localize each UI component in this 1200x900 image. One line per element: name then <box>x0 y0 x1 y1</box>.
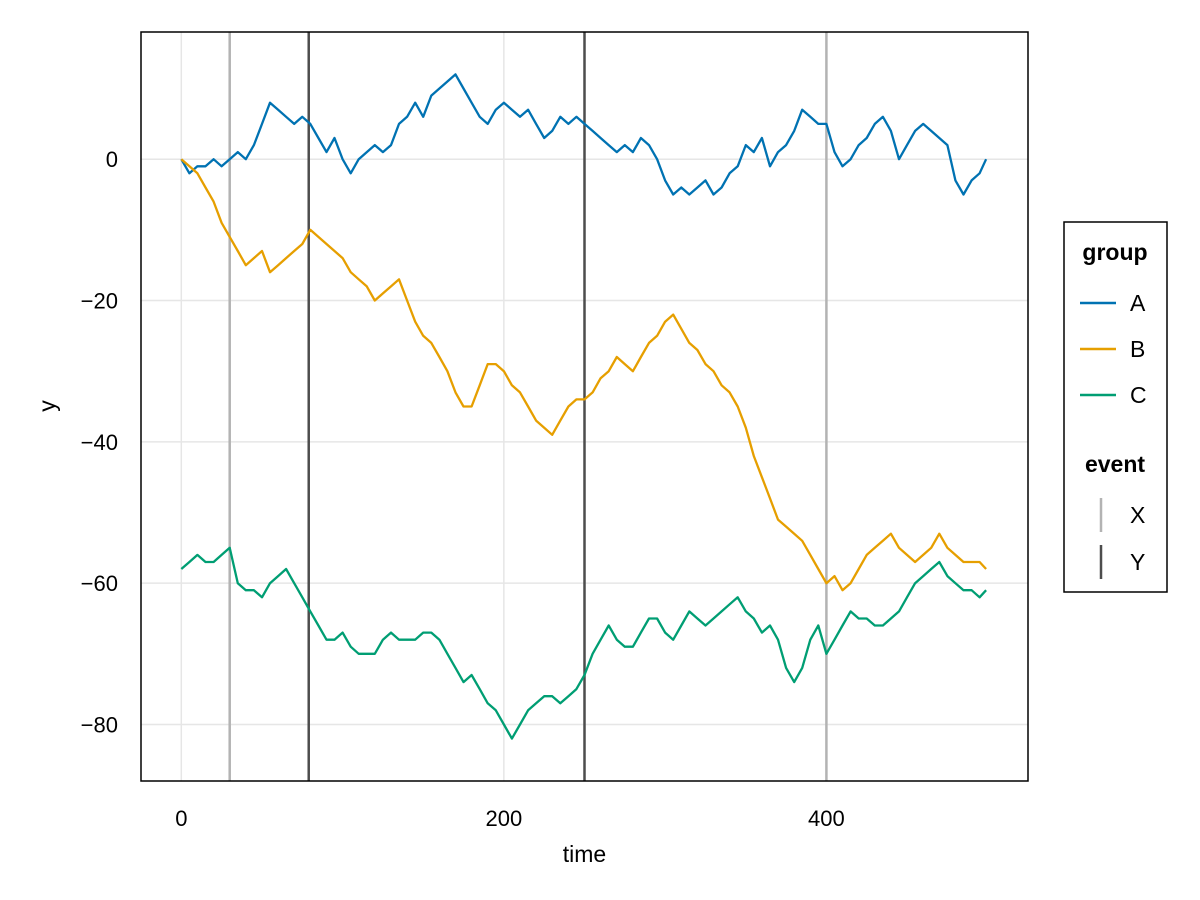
legend-label-a: A <box>1130 290 1146 316</box>
y-tick-label: −40 <box>81 430 118 455</box>
y-tick-label: −60 <box>81 571 118 596</box>
series-lines <box>180 73 988 740</box>
legend-group-items: ABC <box>1080 290 1147 408</box>
legend-event-items: XY <box>1099 498 1145 579</box>
x-tick-label: 400 <box>808 806 845 831</box>
series-line-a <box>180 73 988 196</box>
y-axis-title: y <box>34 400 60 412</box>
legend-event-label-x: X <box>1130 502 1145 528</box>
legend-box <box>1063 221 1168 593</box>
legend-event-label-y: Y <box>1130 549 1145 575</box>
y-tick-label: −20 <box>81 289 118 314</box>
series-line-c <box>180 546 987 740</box>
series-line-b <box>180 158 987 592</box>
y-tick-label: 0 <box>106 147 118 172</box>
legend-label-b: B <box>1130 336 1145 362</box>
y-tick-label: −80 <box>81 712 118 737</box>
axis-ticks: 0 200 400 0 −20 −40 −60 −80 <box>81 147 845 831</box>
x-tick-label: 200 <box>486 806 523 831</box>
x-tick-label: 0 <box>175 806 187 831</box>
event-lines <box>228 32 828 781</box>
legend-group-title: group <box>1082 239 1147 265</box>
legend-event-title: event <box>1085 451 1145 477</box>
legend: group ABC event XY <box>1063 221 1168 593</box>
x-axis-title: time <box>563 841 606 867</box>
legend-label-c: C <box>1130 382 1147 408</box>
plot-border <box>140 31 1029 782</box>
